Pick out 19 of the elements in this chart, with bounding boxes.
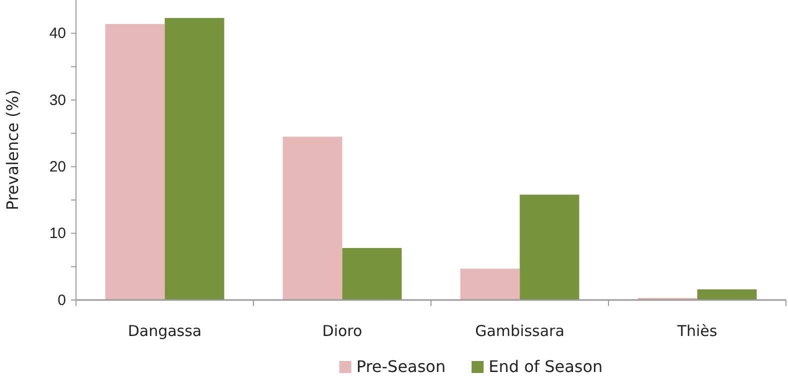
x-tick-label: Gambissara — [475, 322, 564, 340]
y-tick-label: 10 — [49, 225, 66, 242]
bar — [460, 268, 520, 300]
y-axis-title: Prevalence (%) — [3, 90, 22, 210]
y-tick-label: 20 — [49, 158, 66, 176]
x-tick-label: Dioro — [322, 322, 362, 340]
bar — [105, 24, 165, 300]
x-tick-label: Thiès — [676, 322, 718, 340]
y-tick-label: 40 — [49, 25, 66, 42]
x-tick-label: Dangassa — [128, 322, 202, 340]
legend-label: End of Season — [488, 357, 603, 376]
bar — [697, 289, 757, 300]
y-tick-label: 0 — [58, 292, 66, 309]
y-tick-label: 30 — [49, 92, 66, 109]
bar — [282, 136, 342, 300]
bar — [164, 18, 224, 300]
legend-label: Pre-Season — [356, 357, 446, 376]
bar — [520, 194, 580, 300]
bar — [342, 248, 402, 300]
